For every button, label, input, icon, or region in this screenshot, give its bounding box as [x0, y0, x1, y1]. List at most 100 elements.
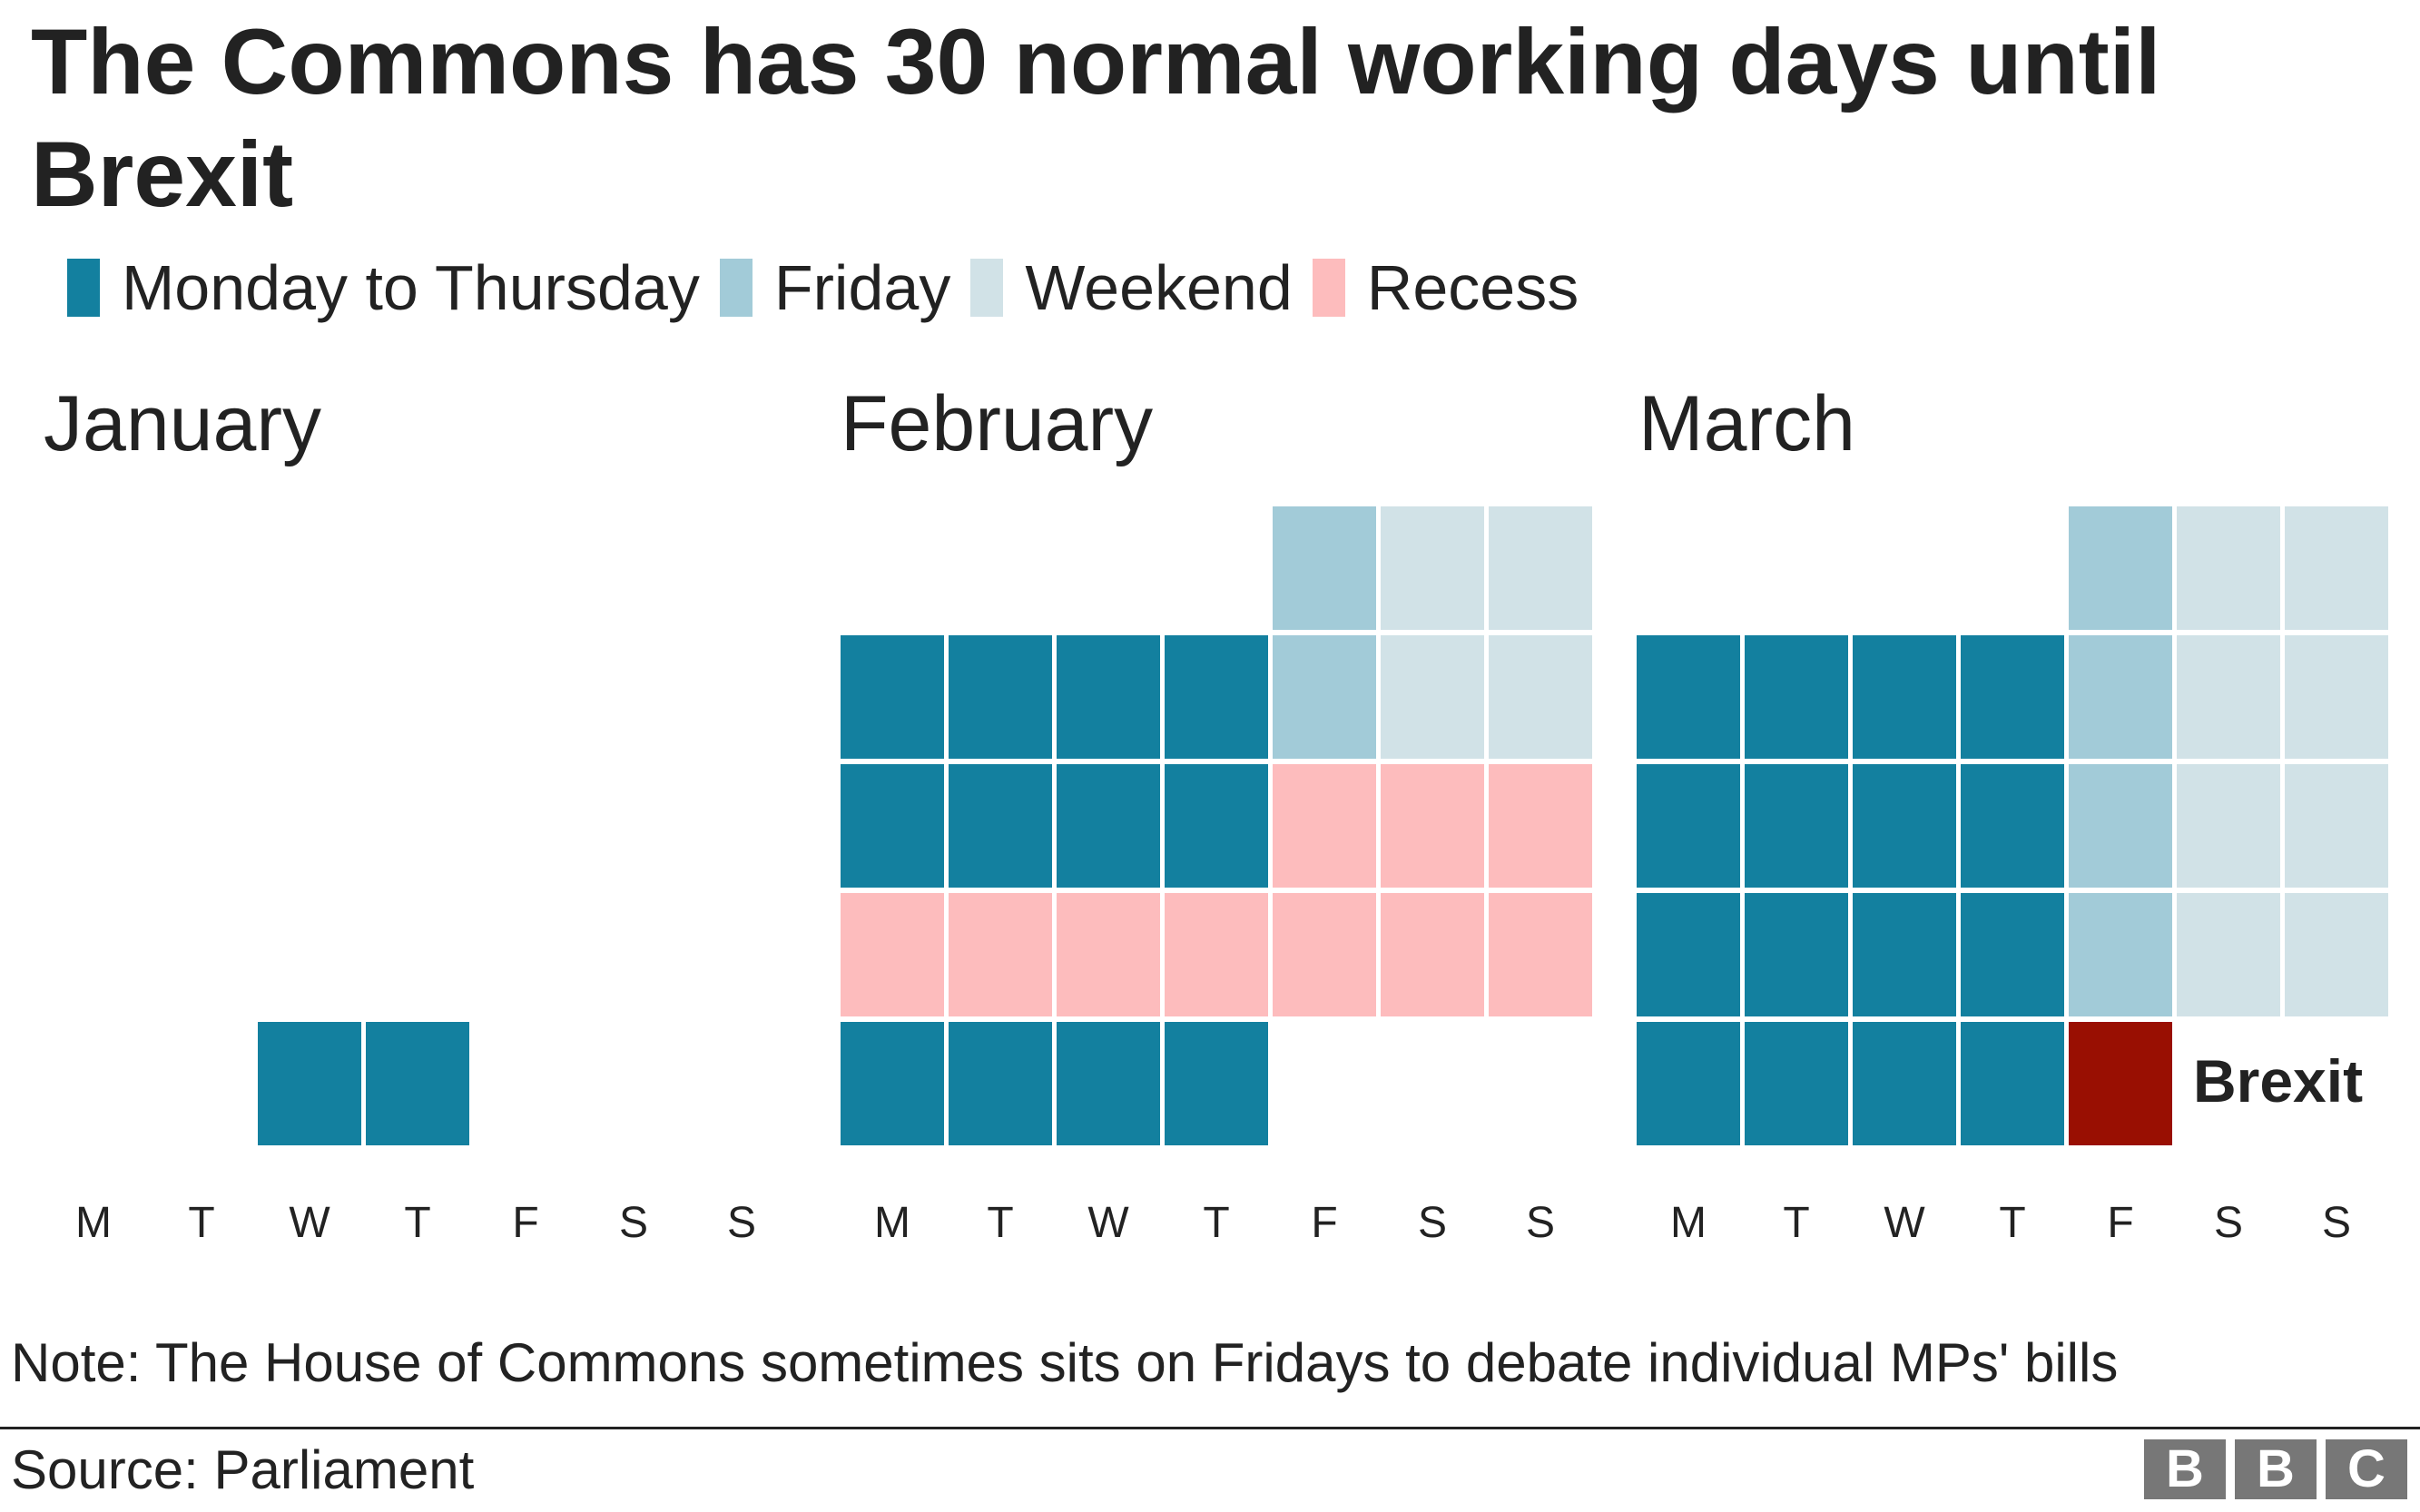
day-cell-monday-to-thursday	[1745, 893, 1848, 1016]
day-cell-monday-to-thursday	[841, 635, 944, 759]
legend: Monday to Thursday Friday Weekend Recess	[67, 251, 1599, 324]
month-title-january: January	[44, 380, 321, 467]
weekday-label: S	[1525, 1199, 1555, 1247]
day-cell-weekend	[2285, 635, 2388, 759]
day-cell-recess	[1273, 764, 1376, 888]
weekday-label: S	[2213, 1199, 2243, 1247]
day-cell-weekend	[2177, 893, 2280, 1016]
day-cell-monday-to-thursday	[949, 1022, 1052, 1145]
day-cell-monday-to-thursday	[1637, 764, 1740, 888]
legend-label-recess: Recess	[1366, 252, 1579, 323]
day-cell-monday-to-thursday	[1961, 764, 2064, 888]
day-cell-weekend	[2285, 506, 2388, 630]
day-cell-recess	[949, 893, 1052, 1016]
weekday-label: M	[75, 1199, 112, 1247]
day-cell-monday-to-thursday	[1637, 635, 1740, 759]
day-cell-friday	[2069, 893, 2172, 1016]
day-cell-weekend	[1381, 635, 1484, 759]
chart-note: Note: The House of Commons sometimes sit…	[11, 1332, 2119, 1393]
weekday-label: F	[1311, 1199, 1338, 1247]
weekday-label: T	[188, 1199, 215, 1247]
weekday-label: T	[1203, 1199, 1230, 1247]
legend-item-friday: Friday	[719, 251, 951, 324]
day-cell-monday-to-thursday	[841, 764, 944, 888]
weekday-label: T	[404, 1199, 431, 1247]
legend-swatch-monday-to-thursday	[67, 259, 100, 317]
day-cell-weekend	[2177, 506, 2280, 630]
weekday-label: W	[289, 1199, 330, 1247]
legend-label-friday: Friday	[773, 252, 951, 323]
day-cell-weekend	[2285, 893, 2388, 1016]
weekday-label: T	[1783, 1199, 1810, 1247]
day-cell-recess	[1057, 893, 1160, 1016]
weekday-label: W	[1087, 1199, 1129, 1247]
day-cell-weekend	[2177, 764, 2280, 888]
day-cell-monday-to-thursday	[1853, 635, 1956, 759]
day-cell-recess	[1165, 893, 1268, 1016]
day-cell-monday-to-thursday	[1165, 764, 1268, 888]
weekday-label: S	[726, 1199, 756, 1247]
weekday-label: F	[2107, 1199, 2134, 1247]
legend-item-weekend: Weekend	[970, 251, 1293, 324]
day-cell-weekend	[1489, 635, 1592, 759]
weekday-label: M	[874, 1199, 910, 1247]
day-cell-monday-to-thursday	[949, 635, 1052, 759]
chart-title: The Commons has 30 normal working days u…	[31, 10, 2161, 226]
day-cell-weekend	[1489, 506, 1592, 630]
bbc-logo-letter: B	[2235, 1439, 2317, 1499]
footer-divider	[0, 1427, 2420, 1429]
bbc-logo-letter: C	[2326, 1439, 2407, 1499]
day-cell-weekend	[2177, 635, 2280, 759]
weekday-label: S	[618, 1199, 648, 1247]
day-cell-monday-to-thursday	[1057, 1022, 1160, 1145]
day-cell-monday-to-thursday	[1961, 1022, 2064, 1145]
day-cell-monday-to-thursday	[1165, 635, 1268, 759]
brexit-annotation: Brexit	[2193, 1047, 2364, 1114]
day-cell-friday	[2069, 635, 2172, 759]
day-cell-friday	[2069, 764, 2172, 888]
day-cell-friday	[2069, 506, 2172, 630]
day-cell-friday	[1273, 506, 1376, 630]
day-cell-monday-to-thursday	[366, 1022, 469, 1145]
weekday-label: T	[1999, 1199, 2026, 1247]
day-cell-recess	[1489, 893, 1592, 1016]
day-cell-monday-to-thursday	[1961, 893, 2064, 1016]
day-cell-weekend	[1381, 506, 1484, 630]
chart-source: Source: Parliament	[11, 1439, 475, 1500]
month-title-february: February	[841, 380, 1154, 467]
day-cell-monday-to-thursday	[258, 1022, 361, 1145]
legend-item-recess: Recess	[1312, 251, 1579, 324]
weekday-label: S	[1417, 1199, 1447, 1247]
day-cell-recess	[1489, 764, 1592, 888]
weekday-label: M	[1670, 1199, 1707, 1247]
day-cell-recess	[841, 893, 944, 1016]
day-cell-monday-to-thursday	[1745, 764, 1848, 888]
day-cell-monday-to-thursday	[1637, 893, 1740, 1016]
day-cell-recess	[1381, 893, 1484, 1016]
day-cell-weekend	[2285, 764, 2388, 888]
day-cell-recess	[1381, 764, 1484, 888]
legend-swatch-weekend	[970, 259, 1004, 317]
day-cell-monday-to-thursday	[1165, 1022, 1268, 1145]
day-cell-recess	[1273, 893, 1376, 1016]
legend-swatch-friday	[719, 259, 753, 317]
legend-label-weekend: Weekend	[1025, 252, 1293, 323]
day-cell-friday	[1273, 635, 1376, 759]
day-cell-monday-to-thursday	[1745, 635, 1848, 759]
bbc-logo: B B C	[2135, 1439, 2407, 1499]
weekday-label: T	[987, 1199, 1014, 1247]
day-cell-monday-to-thursday	[1637, 1022, 1740, 1145]
day-cell-monday-to-thursday	[1853, 764, 1956, 888]
day-cell-monday-to-thursday	[1745, 1022, 1848, 1145]
weekday-label: W	[1884, 1199, 1925, 1247]
day-cell-monday-to-thursday	[1853, 893, 1956, 1016]
weekday-label: S	[2321, 1199, 2351, 1247]
day-cell-monday-to-thursday	[1961, 635, 2064, 759]
weekday-label: F	[512, 1199, 539, 1247]
day-cell-monday-to-thursday	[949, 764, 1052, 888]
day-cell-brexit	[2069, 1022, 2172, 1145]
day-cell-monday-to-thursday	[1057, 635, 1160, 759]
legend-label-monday-to-thursday: Monday to Thursday	[122, 252, 700, 323]
month-title-march: March	[1638, 380, 1855, 467]
day-cell-monday-to-thursday	[1057, 764, 1160, 888]
